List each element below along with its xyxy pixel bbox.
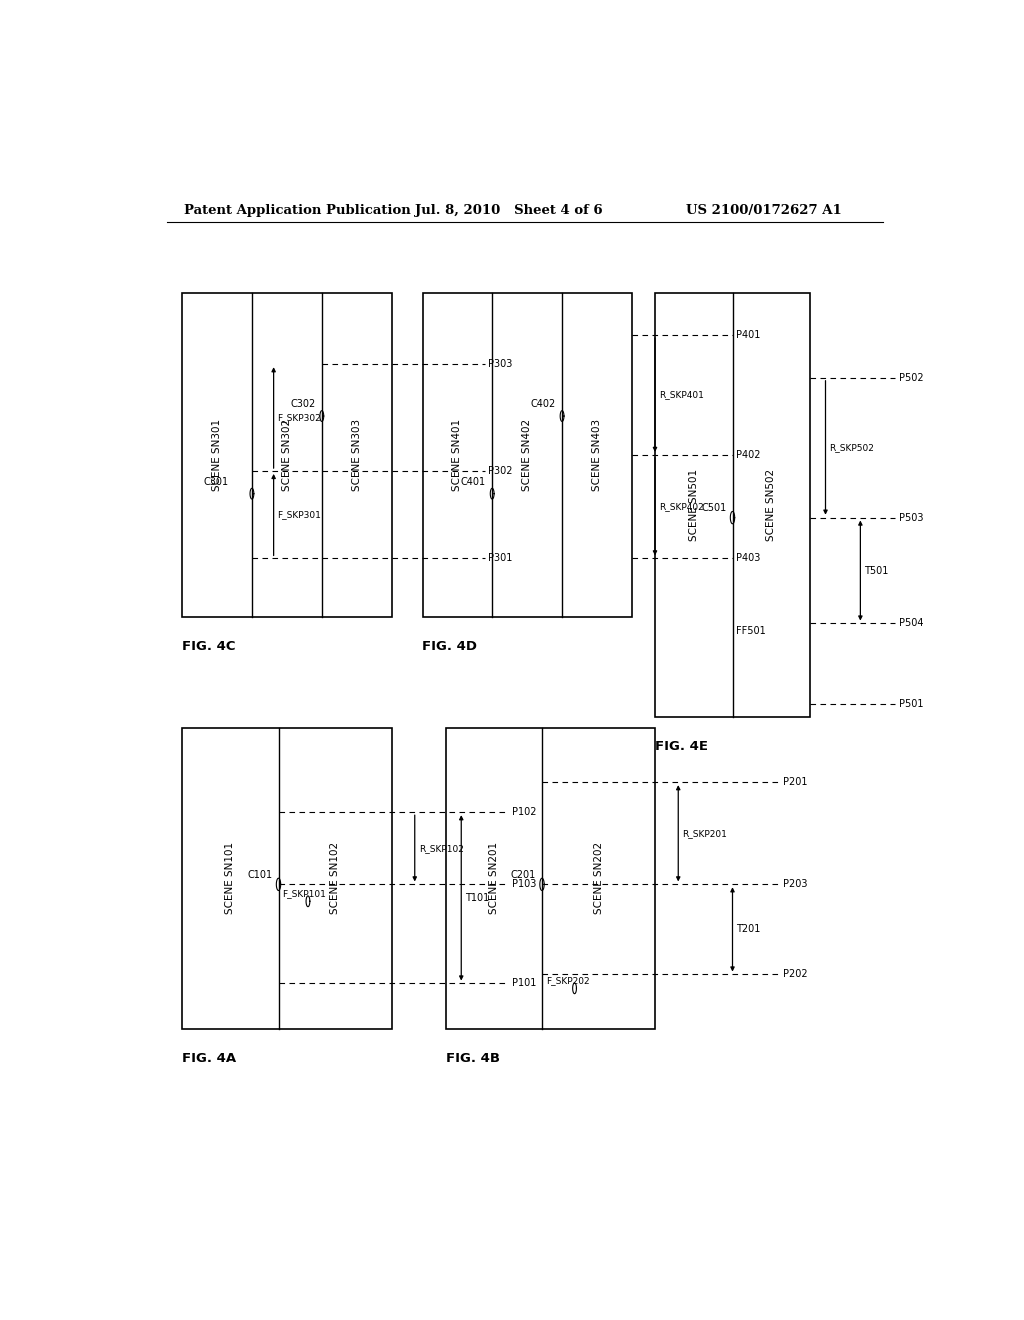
Text: Patent Application Publication: Patent Application Publication bbox=[183, 205, 411, 218]
Text: P303: P303 bbox=[488, 359, 513, 370]
Text: C301: C301 bbox=[204, 477, 228, 487]
Text: FIG. 4C: FIG. 4C bbox=[182, 640, 236, 652]
Text: P101: P101 bbox=[512, 978, 536, 989]
Text: R_SKP201: R_SKP201 bbox=[682, 829, 727, 838]
Text: SCENE SN101: SCENE SN101 bbox=[225, 842, 236, 915]
Text: SCENE SN403: SCENE SN403 bbox=[592, 418, 602, 491]
Text: SCENE SN202: SCENE SN202 bbox=[594, 842, 603, 915]
Text: F_SKP101: F_SKP101 bbox=[283, 890, 327, 898]
Text: C201: C201 bbox=[511, 870, 536, 880]
Text: SCENE SN303: SCENE SN303 bbox=[351, 418, 361, 491]
Text: SCENE SN302: SCENE SN302 bbox=[282, 418, 292, 491]
Text: C501: C501 bbox=[701, 503, 726, 513]
Bar bbox=[182, 729, 391, 1028]
Text: P301: P301 bbox=[488, 553, 513, 564]
Text: C402: C402 bbox=[530, 400, 556, 409]
Text: P502: P502 bbox=[899, 372, 924, 383]
Text: SCENE SN301: SCENE SN301 bbox=[212, 418, 222, 491]
Text: C302: C302 bbox=[291, 400, 315, 409]
Text: FIG. 4E: FIG. 4E bbox=[655, 739, 708, 752]
Text: P501: P501 bbox=[899, 700, 924, 709]
Text: P103: P103 bbox=[512, 879, 536, 890]
Text: P102: P102 bbox=[512, 808, 537, 817]
Text: SCENE SN102: SCENE SN102 bbox=[330, 842, 340, 915]
Text: FIG. 4B: FIG. 4B bbox=[445, 1052, 500, 1065]
Text: FF501: FF501 bbox=[736, 626, 766, 636]
Text: T101: T101 bbox=[465, 892, 489, 903]
Bar bbox=[423, 293, 632, 616]
Text: R_SKP102: R_SKP102 bbox=[419, 843, 464, 853]
Text: US 2100/0172627 A1: US 2100/0172627 A1 bbox=[686, 205, 842, 218]
Text: P201: P201 bbox=[783, 777, 807, 787]
Text: C101: C101 bbox=[247, 870, 272, 880]
Text: R_SKP401: R_SKP401 bbox=[658, 391, 703, 400]
Text: SCENE SN401: SCENE SN401 bbox=[453, 418, 463, 491]
Text: FIG. 4A: FIG. 4A bbox=[182, 1052, 237, 1065]
Text: P203: P203 bbox=[783, 879, 807, 890]
Text: F_SKP301: F_SKP301 bbox=[278, 510, 322, 519]
Text: SCENE SN402: SCENE SN402 bbox=[522, 418, 532, 491]
Text: SCENE SN502: SCENE SN502 bbox=[766, 469, 776, 541]
Text: SCENE SN201: SCENE SN201 bbox=[488, 842, 499, 915]
Text: F_SKP302: F_SKP302 bbox=[278, 413, 322, 422]
Text: Jul. 8, 2010   Sheet 4 of 6: Jul. 8, 2010 Sheet 4 of 6 bbox=[415, 205, 602, 218]
Text: R_SKP402: R_SKP402 bbox=[658, 502, 703, 511]
Bar bbox=[445, 729, 655, 1028]
Text: T501: T501 bbox=[864, 565, 889, 576]
Bar bbox=[655, 293, 810, 717]
Text: F_SKP202: F_SKP202 bbox=[546, 975, 590, 985]
Bar bbox=[182, 293, 391, 616]
Text: P403: P403 bbox=[736, 553, 761, 564]
Text: P401: P401 bbox=[736, 330, 761, 341]
Text: P504: P504 bbox=[899, 619, 924, 628]
Text: P202: P202 bbox=[783, 969, 808, 979]
Text: C401: C401 bbox=[461, 477, 486, 487]
Text: FIG. 4D: FIG. 4D bbox=[423, 640, 477, 652]
Text: SCENE SN501: SCENE SN501 bbox=[689, 469, 698, 541]
Text: T201: T201 bbox=[736, 924, 761, 935]
Text: P302: P302 bbox=[488, 466, 513, 477]
Text: P402: P402 bbox=[736, 450, 761, 459]
Text: P503: P503 bbox=[899, 512, 924, 523]
Text: R_SKP502: R_SKP502 bbox=[829, 444, 874, 453]
